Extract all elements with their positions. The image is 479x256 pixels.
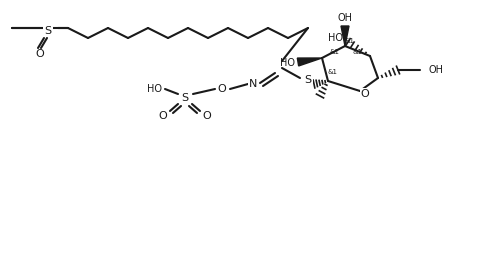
Text: O: O (203, 111, 211, 121)
Text: S: S (182, 93, 189, 103)
Text: OH: OH (338, 13, 353, 23)
Text: N: N (249, 79, 257, 89)
Polygon shape (341, 26, 349, 46)
Text: &1: &1 (345, 38, 355, 44)
Text: OH: OH (429, 65, 444, 75)
Text: &1: &1 (328, 69, 338, 75)
Text: O: O (217, 84, 227, 94)
Text: HO: HO (329, 33, 343, 43)
Text: O: O (361, 89, 369, 99)
Text: O: O (35, 49, 45, 59)
Text: HO: HO (148, 84, 162, 94)
Text: S: S (305, 75, 311, 85)
Text: HO: HO (281, 58, 296, 68)
Text: O: O (159, 111, 167, 121)
Text: &1: &1 (330, 49, 340, 55)
Text: &1: &1 (353, 49, 363, 55)
Polygon shape (297, 58, 322, 66)
Text: S: S (45, 26, 52, 36)
